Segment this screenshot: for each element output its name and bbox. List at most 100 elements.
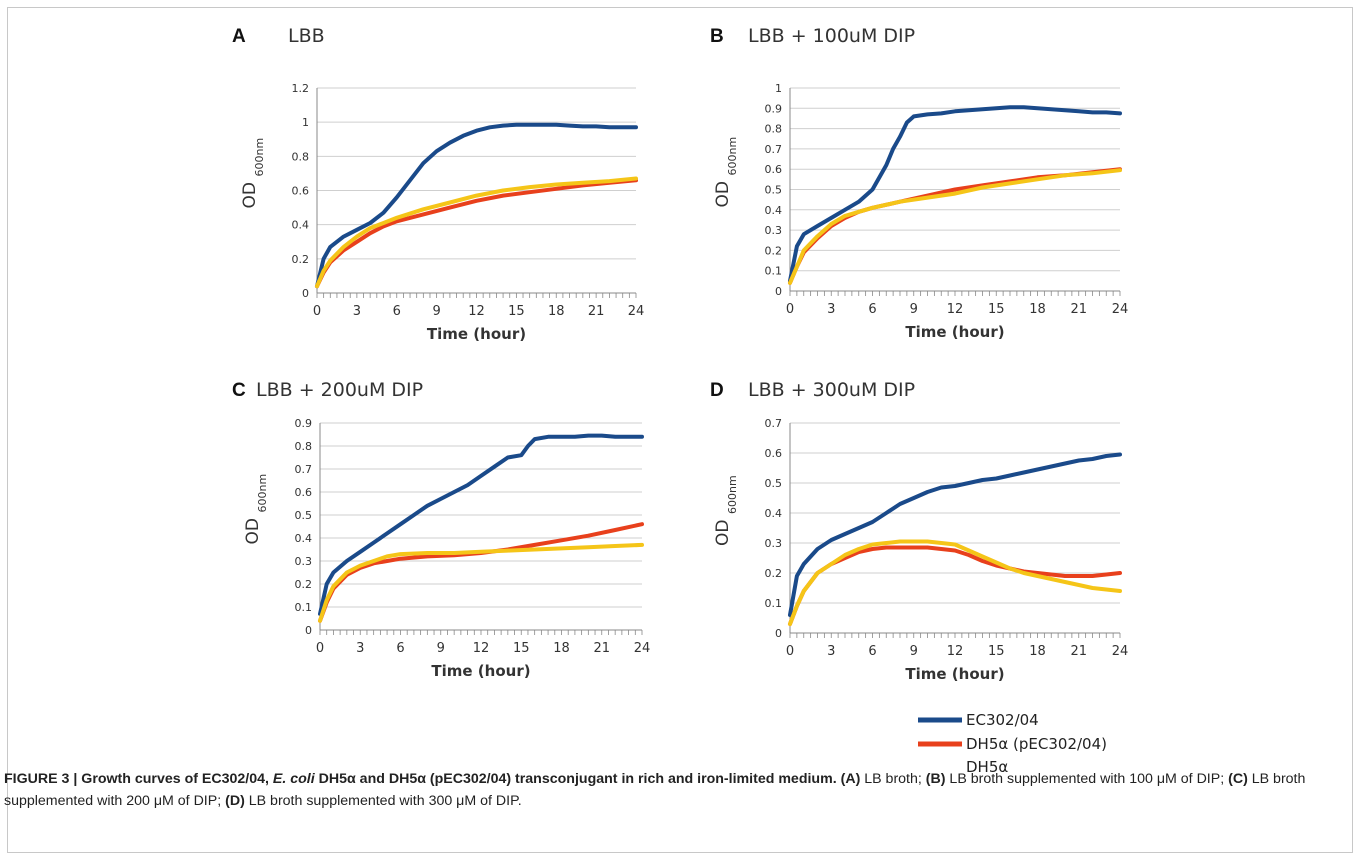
y-tick-label: 0.4 — [765, 204, 783, 217]
series-line-dh5a — [788, 539, 1122, 626]
x-axis-label: Time (hour) — [427, 325, 526, 343]
series-line-ec302 — [318, 433, 644, 616]
x-axis-label: Time (hour) — [431, 662, 530, 680]
x-tick-label: 24 — [628, 304, 645, 319]
y-tick-label: 0.3 — [295, 555, 313, 568]
y-tick-label: 0.8 — [765, 123, 783, 136]
y-axis-label-group: OD 600nm — [240, 138, 266, 209]
y-tick-label: 0.7 — [295, 463, 313, 476]
y-tick-label: 1 — [775, 82, 782, 95]
chart-panel-b: B LBB + 100uM DIP 0 0.1 0.2 0.3 0.4 0.5 0.6 0.7 0.… — [710, 25, 1128, 341]
series-line-ec302 — [788, 105, 1122, 283]
y-tick-label: 0 — [305, 624, 312, 637]
y-tick-label: 1.2 — [292, 82, 310, 95]
panel-letter: C — [232, 380, 246, 401]
x-tick-label: 21 — [1070, 644, 1087, 659]
series-line-dh5a-pec302 — [318, 522, 644, 623]
caption-a-label: (A) — [840, 771, 861, 787]
series-line-dh5a — [315, 176, 638, 289]
x-tick-label: 0 — [316, 641, 324, 656]
y-tick-label: 0.5 — [295, 509, 313, 522]
y-tick-label: 0.7 — [765, 417, 783, 430]
y-tick-label: 0.6 — [765, 447, 783, 460]
y-tick-label: 0.8 — [295, 440, 313, 453]
y-tick-label: 0.1 — [765, 597, 783, 610]
panel-title: LBB + 300uM DIP — [748, 379, 915, 401]
caption-c-text: LB broth supplemented with 200 μM of DIP… — [4, 771, 1306, 809]
x-tick-label: 21 — [1070, 302, 1087, 317]
x-tick-label: 18 — [553, 641, 570, 656]
x-tick-label: 6 — [393, 304, 401, 319]
x-tick-label: 12 — [473, 641, 490, 656]
chart-panel-a: A LBB 0 0.2 0.4 0.6 0.8 1 1.2 0 3 6 9 12 15 18 21 24 Time … — [232, 25, 644, 343]
y-tick-label: 0.9 — [295, 417, 313, 430]
y-tick-label: 0 — [775, 627, 782, 640]
y-axis-label-sub: 600nm — [726, 475, 739, 514]
caption-b-text: LB broth supplemented with 100 μM of DIP… — [945, 771, 1229, 787]
x-tick-label: 18 — [548, 304, 565, 319]
y-tick-label: 0.5 — [765, 477, 783, 490]
x-tick-label: 18 — [1029, 644, 1046, 659]
y-tick-label: 0.4 — [765, 507, 783, 520]
y-axis-label: OD — [713, 181, 733, 207]
caption-a-text: LB broth; — [860, 771, 926, 787]
panel-title: LBB + 100uM DIP — [748, 25, 915, 47]
x-tick-label: 9 — [910, 302, 918, 317]
x-tick-label: 9 — [910, 644, 918, 659]
x-tick-label: 3 — [827, 644, 835, 659]
caption-d-label: (D) — [225, 793, 245, 809]
x-tick-label: 15 — [988, 302, 1005, 317]
y-tick-label: 0.2 — [295, 578, 313, 591]
y-axis-label-group: OD 600nm — [243, 474, 269, 545]
y-tick-label: 0.3 — [765, 537, 783, 550]
y-tick-label: 0.1 — [765, 265, 783, 278]
panel-title: LBB — [288, 25, 325, 47]
x-tick-label: 18 — [1029, 302, 1046, 317]
series-line-dh5a — [788, 168, 1122, 285]
x-tick-label: 21 — [593, 641, 610, 656]
y-tick-label: 1 — [302, 116, 309, 129]
y-tick-label: 0.6 — [295, 486, 313, 499]
x-tick-label: 24 — [634, 641, 651, 656]
series-line-dh5a-pec302 — [315, 178, 638, 289]
caption-d-text: LB broth supplemented with 300 μM of DIP… — [244, 793, 522, 809]
legend-label-ec302: EC302/04 — [966, 711, 1039, 729]
caption-title-rest: DH5α and DH5α (pEC302/04) transconjugant… — [314, 771, 837, 787]
y-tick-label: 0.4 — [295, 532, 313, 545]
x-tick-label: 12 — [947, 644, 964, 659]
x-tick-label: 0 — [786, 302, 794, 317]
x-tick-label: 0 — [786, 644, 794, 659]
panel-title: LBB + 200uM DIP — [256, 379, 423, 401]
x-axis-label: Time (hour) — [905, 323, 1004, 341]
x-tick-label: 24 — [1112, 302, 1129, 317]
y-tick-label: 0.3 — [765, 224, 783, 237]
caption-figure-label: FIGURE 3 | Growth curves of EC302/04, — [4, 771, 273, 787]
y-tick-label: 0.6 — [765, 163, 783, 176]
panel-letter: D — [710, 380, 724, 401]
x-tick-label: 9 — [437, 641, 445, 656]
panel-letter: A — [232, 26, 246, 47]
x-tick-label: 6 — [396, 641, 404, 656]
x-tick-label: 12 — [468, 304, 485, 319]
x-tick-label: 3 — [356, 641, 364, 656]
y-tick-label: 0.2 — [765, 567, 783, 580]
figure-caption: FIGURE 3 | Growth curves of EC302/04, E.… — [4, 768, 1350, 812]
x-axis-label: Time (hour) — [905, 665, 1004, 683]
caption-c-label: (C) — [1228, 771, 1248, 787]
y-axis-label-sub: 600nm — [256, 474, 269, 513]
x-tick-label: 6 — [868, 644, 876, 659]
y-tick-label: 0.7 — [765, 143, 783, 156]
figure-canvas: A LBB 0 0.2 0.4 0.6 0.8 1 1.2 0 3 6 9 12 15 18 21 24 Time … — [232, 25, 1129, 753]
x-tick-label: 3 — [353, 304, 361, 319]
x-tick-label: 0 — [313, 304, 321, 319]
x-tick-label: 24 — [1112, 644, 1129, 659]
y-axis-label-group: OD 600nm — [713, 475, 739, 546]
x-tick-label: 21 — [588, 304, 605, 319]
y-tick-label: 0.2 — [765, 244, 783, 257]
y-axis-label-sub: 600nm — [253, 138, 266, 177]
y-axis-label-sub: 600nm — [726, 137, 739, 176]
y-tick-label: 0.5 — [765, 184, 783, 197]
x-tick-label: 15 — [508, 304, 525, 319]
x-tick-label: 15 — [988, 644, 1005, 659]
y-axis-label: OD — [713, 520, 733, 546]
